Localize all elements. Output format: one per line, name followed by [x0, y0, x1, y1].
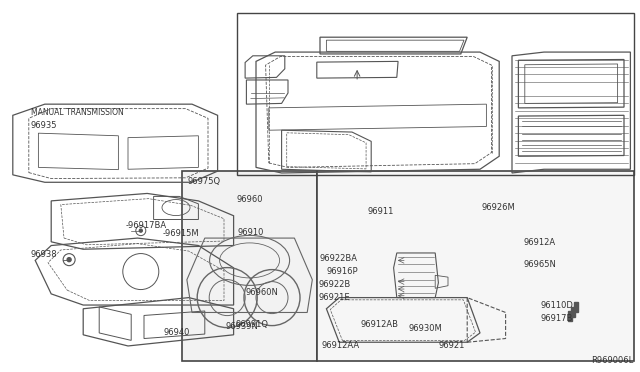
Bar [574, 302, 578, 312]
Text: 96991Q: 96991Q [236, 320, 269, 329]
Text: 96910: 96910 [237, 228, 264, 237]
Text: 96926M: 96926M [481, 203, 515, 212]
Text: 96921E: 96921E [319, 293, 350, 302]
Text: 96916P: 96916P [326, 267, 358, 276]
Circle shape [140, 229, 142, 232]
Text: 96935: 96935 [31, 121, 57, 130]
Bar [571, 307, 575, 317]
Text: 96939N: 96939N [226, 322, 259, 331]
Text: 96917B: 96917B [541, 314, 573, 323]
Text: 96912AA: 96912AA [321, 341, 360, 350]
Text: 96912AB: 96912AB [361, 320, 399, 329]
Bar [317, 171, 634, 361]
Text: -96915M: -96915M [163, 229, 199, 238]
Text: 96975Q: 96975Q [188, 177, 221, 186]
Circle shape [67, 258, 71, 262]
Text: 96960: 96960 [237, 195, 263, 204]
Text: 96921: 96921 [438, 341, 465, 350]
Text: 96965N: 96965N [524, 260, 556, 269]
Text: 96940: 96940 [163, 328, 189, 337]
Text: 96110D: 96110D [541, 301, 573, 310]
Text: R969006L: R969006L [591, 356, 634, 365]
Text: MANUAL TRANSMISSION: MANUAL TRANSMISSION [31, 108, 124, 117]
Bar [182, 171, 317, 361]
Text: 96911: 96911 [367, 207, 394, 216]
Text: 96912A: 96912A [524, 238, 556, 247]
Bar [568, 311, 572, 321]
Text: 96930M: 96930M [408, 324, 442, 333]
Text: 96922BA: 96922BA [320, 254, 358, 263]
Text: 96938: 96938 [31, 250, 58, 259]
Text: 96960N: 96960N [245, 288, 278, 296]
Text: -96917BA: -96917BA [125, 221, 166, 230]
Text: 96922B: 96922B [319, 280, 351, 289]
Bar [237, 13, 634, 175]
